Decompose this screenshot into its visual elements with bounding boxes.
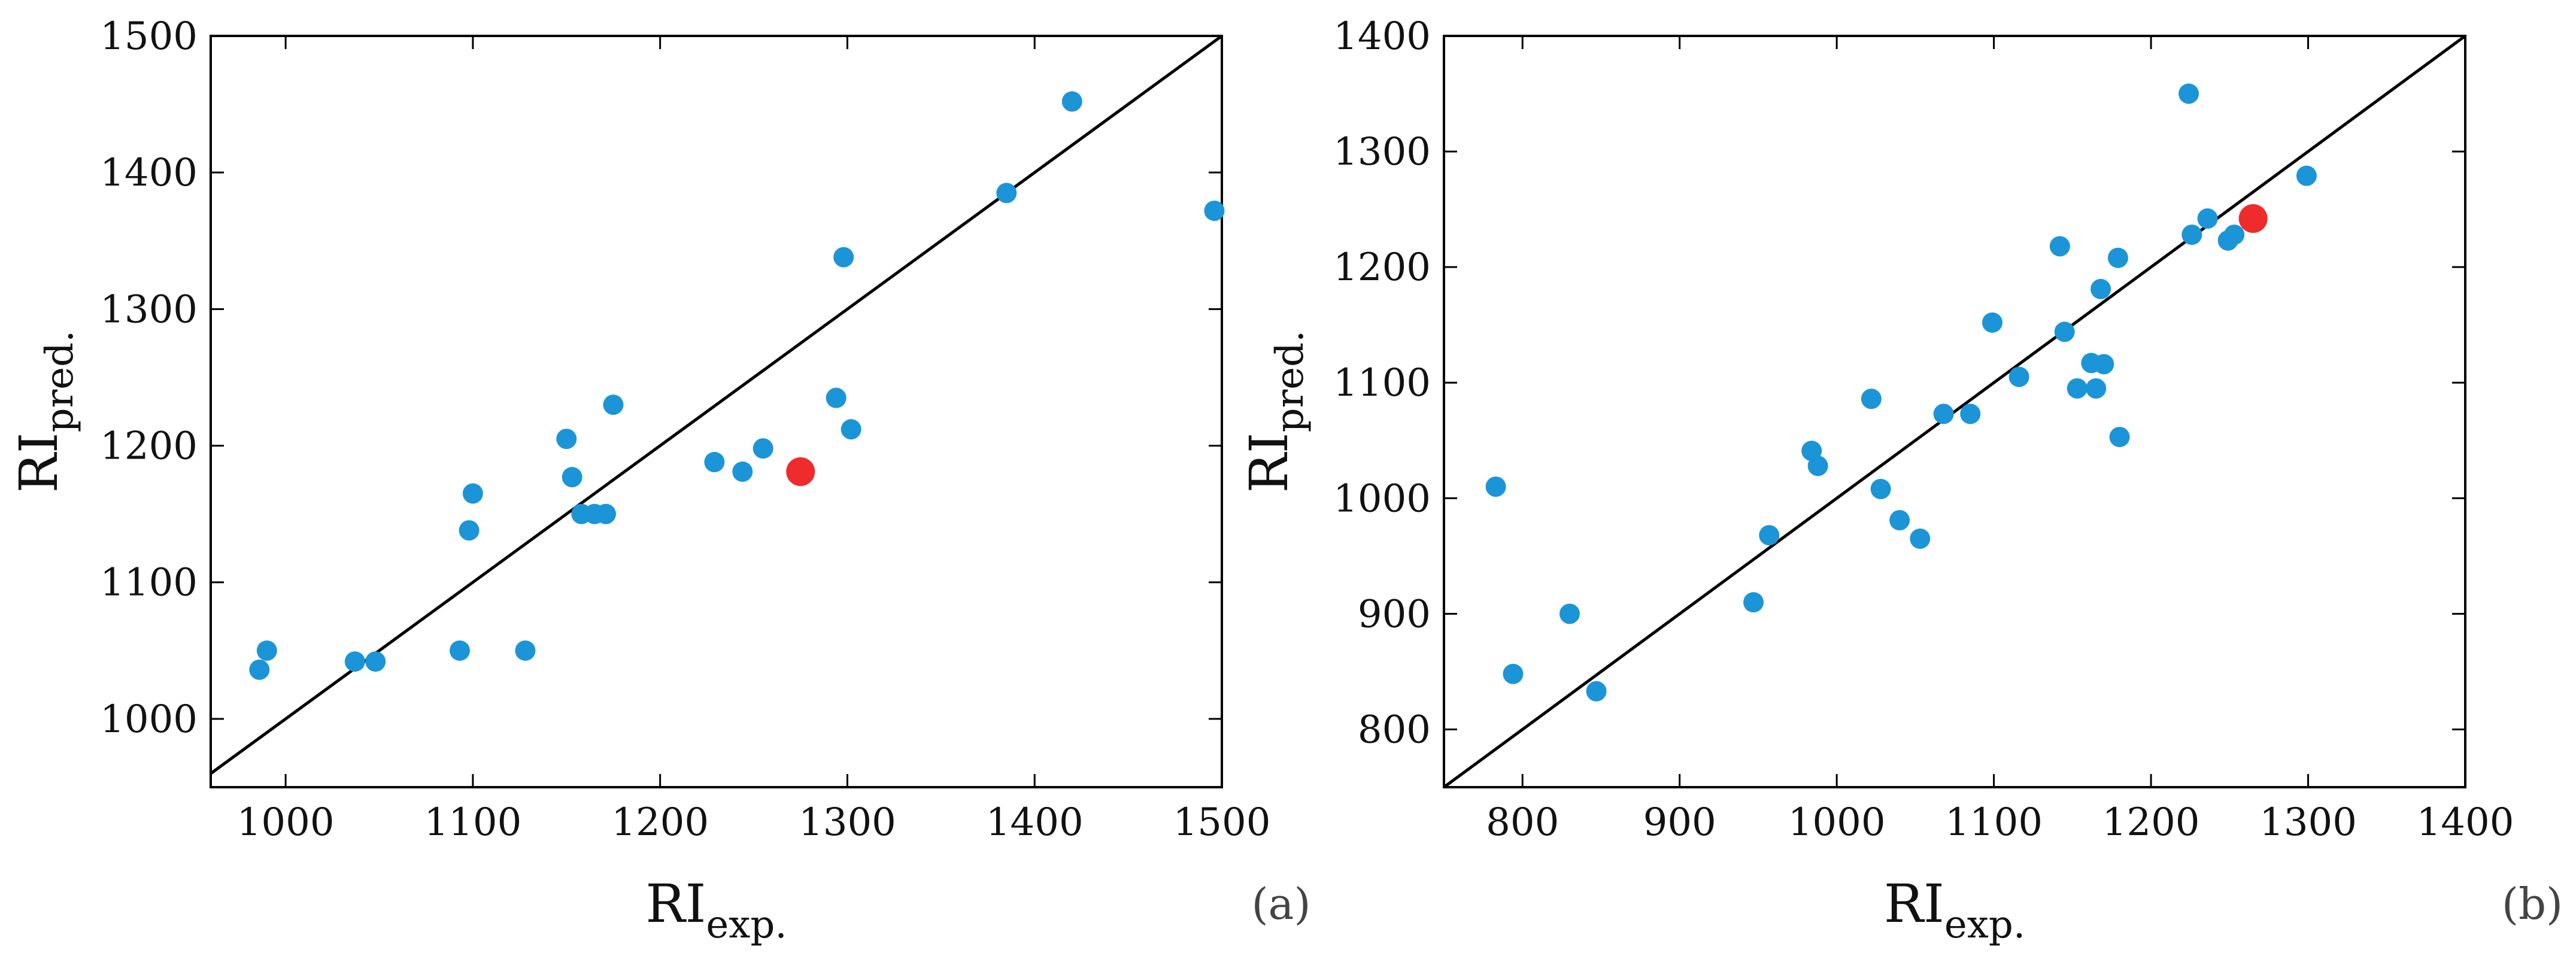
data-point: [1743, 592, 1764, 613]
data-point: [2090, 278, 2111, 299]
data-point: [2008, 366, 2029, 387]
x-tick-label: 1200: [611, 800, 709, 845]
data-point: [556, 429, 577, 450]
y-tick-label: 1100: [100, 561, 198, 605]
x-axis-title-main: RI: [1884, 873, 1944, 934]
data-point: [841, 419, 861, 440]
data-point: [2067, 378, 2087, 399]
x-tick-label: 1400: [986, 800, 1084, 845]
x-axis-title-main: RI: [645, 873, 706, 934]
data-point: [2054, 321, 2075, 342]
plot-frame: [1443, 35, 2466, 788]
x-tick-label: 800: [1486, 800, 1559, 845]
y-axis-title: RIpred.: [1238, 330, 1312, 493]
x-axis-title: RIexp.: [645, 873, 787, 947]
x-axis-title-sub: exp.: [1944, 903, 2025, 947]
data-point: [704, 451, 725, 472]
x-tick-label: 1000: [237, 800, 335, 845]
panel-a: 1000 1100 1200 1300 1400 1500 1000 1100 1200 1300…: [8, 14, 1311, 947]
y-tick-label: 1200: [100, 424, 198, 469]
data-point: [1933, 403, 1954, 424]
data-point: [1204, 201, 1225, 221]
data-point: [459, 520, 480, 541]
data-point: [1503, 663, 1524, 684]
data-point: [2224, 224, 2245, 245]
data-point: [1485, 477, 1506, 497]
x-tick-label: 1300: [2259, 800, 2357, 845]
identity-line: [1443, 34, 2466, 789]
plot-frame: [210, 35, 1223, 788]
data-point: [603, 394, 624, 415]
y-axis-title-main: RI: [8, 432, 69, 493]
data-point: [1982, 312, 2002, 333]
data-point: [2178, 83, 2199, 104]
panel-b: 800 900 1000 1100 1200 1300 1400 800 900 1000 1100…: [1238, 14, 2563, 947]
data-point: [2086, 378, 2107, 399]
x-tick-label: 1100: [424, 800, 521, 845]
data-point: [1861, 389, 1882, 409]
y-tick-label: 1000: [100, 697, 198, 742]
x-tick-label: 1400: [2417, 800, 2514, 845]
data-point: [562, 467, 582, 488]
data-point: [1586, 681, 1607, 702]
data-point: [256, 640, 277, 661]
data-point: [2181, 224, 2202, 245]
data-point: [595, 503, 616, 524]
y-tick-label: 1000: [1333, 477, 1431, 521]
y-axis-title-main: RI: [1238, 432, 1300, 493]
data-point: [732, 461, 753, 482]
data-point: [1061, 91, 1082, 112]
x-axis-title-sub: exp.: [706, 903, 787, 947]
data-point: [515, 640, 536, 661]
panel-label: (b): [2502, 879, 2563, 929]
data-point: [2197, 208, 2218, 229]
data-point: [833, 247, 854, 268]
data-point: [826, 387, 846, 408]
data-point: [2107, 247, 2128, 268]
x-tick-label: 1200: [2102, 800, 2200, 845]
y-tick-label: 1200: [1333, 245, 1431, 290]
highlighted-data-point: [2238, 204, 2268, 233]
data-point: [365, 651, 386, 672]
data-point: [753, 438, 773, 459]
y-tick-label: 800: [1358, 708, 1431, 752]
y-tick-label: 1500: [100, 14, 198, 59]
y-axis-title: RIpred.: [8, 330, 82, 493]
x-axis-title: RIexp.: [1884, 873, 2025, 947]
x-tick-label: 1100: [1945, 800, 2043, 845]
identity-line: [210, 34, 1223, 775]
data-point: [449, 640, 470, 661]
highlighted-data-point: [786, 457, 815, 486]
y-tick-label: 1400: [1333, 14, 1431, 59]
x-tick-label: 900: [1643, 800, 1716, 845]
y-tick-label: 900: [1358, 592, 1431, 636]
x-tick-label: 1300: [799, 800, 896, 845]
data-point: [249, 659, 270, 680]
y-axis-title-sub: pred.: [38, 330, 82, 433]
data-point: [1960, 403, 1981, 424]
data-point: [344, 651, 365, 672]
y-tick-label: 1400: [100, 151, 198, 195]
data-point: [1870, 478, 1891, 499]
data-point: [2296, 165, 2317, 186]
data-point: [2049, 236, 2070, 257]
data-point: [996, 183, 1017, 204]
data-point: [2093, 354, 2114, 375]
data-point: [1889, 509, 1910, 530]
data-point: [1807, 456, 1828, 477]
panel-label: (a): [1251, 879, 1310, 929]
y-tick-label: 1100: [1333, 361, 1431, 405]
data-point: [462, 483, 483, 504]
data-point: [1910, 528, 1931, 549]
x-tick-label: 1500: [1173, 800, 1271, 845]
data-point: [1559, 603, 1580, 624]
data-point: [1759, 525, 1780, 546]
y-tick-label: 1300: [1333, 130, 1431, 174]
y-axis-title-sub: pred.: [1268, 330, 1312, 433]
y-tick-label: 1300: [100, 287, 198, 332]
data-point: [2109, 426, 2130, 447]
x-tick-label: 1000: [1788, 800, 1886, 845]
